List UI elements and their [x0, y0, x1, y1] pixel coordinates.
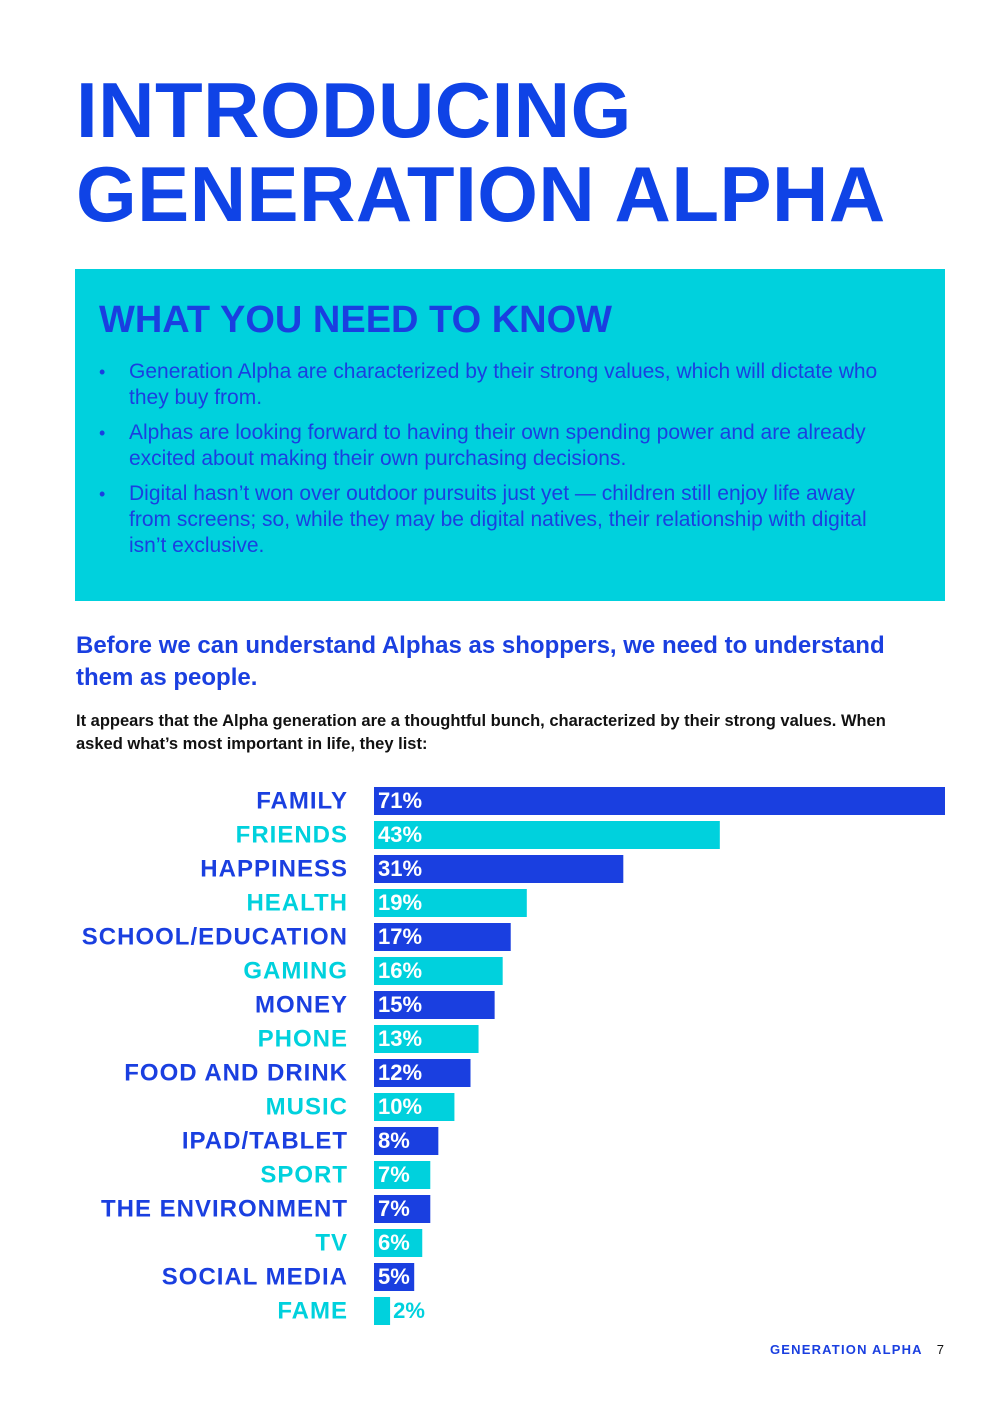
category-label: THE ENVIRONMENT — [101, 1195, 348, 1222]
bar — [374, 787, 945, 815]
page-footer: GENERATION ALPHA 7 — [770, 1342, 944, 1357]
category-label: HEALTH — [246, 889, 348, 916]
bar — [374, 1025, 479, 1053]
category-label: SCHOOL/EDUCATION — [82, 923, 348, 950]
values-bar-chart: FAMILY 71% FRIENDS 43% HAPPINESS 31% HEALTH 19%… — [82, 787, 945, 1325]
category-label: FOOD AND DRINK — [124, 1059, 348, 1086]
bullet-icon: • — [99, 423, 106, 443]
key-point: • Alphas are looking forward to having t… — [99, 420, 899, 472]
bar — [374, 1229, 423, 1257]
chart-intro-text: It appears that the Alpha generation are… — [76, 712, 886, 753]
key-points-list: • Generation Alpha are characterized by … — [99, 359, 921, 559]
panel-heading: WHAT YOU NEED TO KNOW — [99, 299, 612, 341]
key-points-panel: WHAT YOU NEED TO KNOW • Generation Alpha… — [75, 269, 945, 601]
bar — [374, 1263, 415, 1291]
category-label: TV — [315, 1229, 348, 1256]
category-label: GAMING — [243, 957, 348, 984]
key-point: • Generation Alpha are characterized by … — [99, 359, 899, 411]
key-point-text: Alphas are looking forward to having the… — [129, 421, 866, 470]
bar-value-label: 13% — [378, 1026, 422, 1051]
bar-value-label: 12% — [378, 1060, 422, 1085]
bar-value-label: 10% — [378, 1094, 422, 1119]
bar-value-label: 43% — [378, 822, 422, 847]
bar-value-label: 16% — [378, 958, 422, 983]
bar-value-label: 8% — [378, 1128, 410, 1153]
bar — [374, 855, 624, 883]
bar — [374, 1127, 439, 1155]
category-label: SPORT — [260, 1161, 348, 1188]
bullet-icon: • — [99, 362, 106, 382]
bar-value-label: 17% — [378, 924, 422, 949]
category-label: PHONE — [258, 1025, 348, 1052]
bar-value-label: 15% — [378, 992, 422, 1017]
category-label: SOCIAL MEDIA — [162, 1263, 348, 1290]
category-label: HAPPINESS — [200, 855, 348, 882]
bar — [374, 889, 527, 917]
bar-value-label: 7% — [378, 1196, 410, 1221]
bar — [374, 821, 720, 849]
bar-value-label: 19% — [378, 890, 422, 915]
bar — [374, 1059, 471, 1087]
lead-statement: Before we can understand Alphas as shopp… — [76, 632, 885, 691]
bar-value-label: 71% — [378, 788, 422, 813]
page-title: INTRODUCING GENERATION ALPHA — [76, 68, 886, 236]
bar — [374, 1297, 391, 1325]
bullet-icon: • — [99, 484, 106, 504]
bar-value-label: 2% — [393, 1298, 425, 1323]
category-label: IPAD/TABLET — [182, 1127, 348, 1154]
bar — [374, 923, 511, 951]
bar — [374, 1161, 431, 1189]
title-line-2: GENERATION ALPHA — [76, 150, 886, 238]
bar-value-label: 5% — [378, 1264, 410, 1289]
category-label: MONEY — [255, 991, 348, 1018]
category-label: FAME — [277, 1297, 348, 1324]
bar — [374, 991, 495, 1019]
footer-label: GENERATION ALPHA — [769, 1342, 923, 1357]
page-number: 7 — [936, 1342, 944, 1357]
category-label: FRIENDS — [236, 821, 348, 848]
bar — [374, 957, 503, 985]
key-point-text: Generation Alpha are characterized by th… — [129, 360, 878, 409]
key-point-text: Digital hasn’t won over outdoor pursuits… — [129, 482, 867, 557]
category-label: MUSIC — [266, 1093, 348, 1120]
bar — [374, 1195, 431, 1223]
bar-value-label: 31% — [378, 856, 422, 881]
bar — [374, 1093, 455, 1121]
bar-value-label: 7% — [378, 1162, 410, 1187]
key-point: • Digital hasn’t won over outdoor pursui… — [99, 481, 899, 559]
category-label: FAMILY — [256, 787, 348, 814]
bar-value-label: 6% — [378, 1230, 410, 1255]
title-line-1: INTRODUCING — [76, 66, 632, 154]
